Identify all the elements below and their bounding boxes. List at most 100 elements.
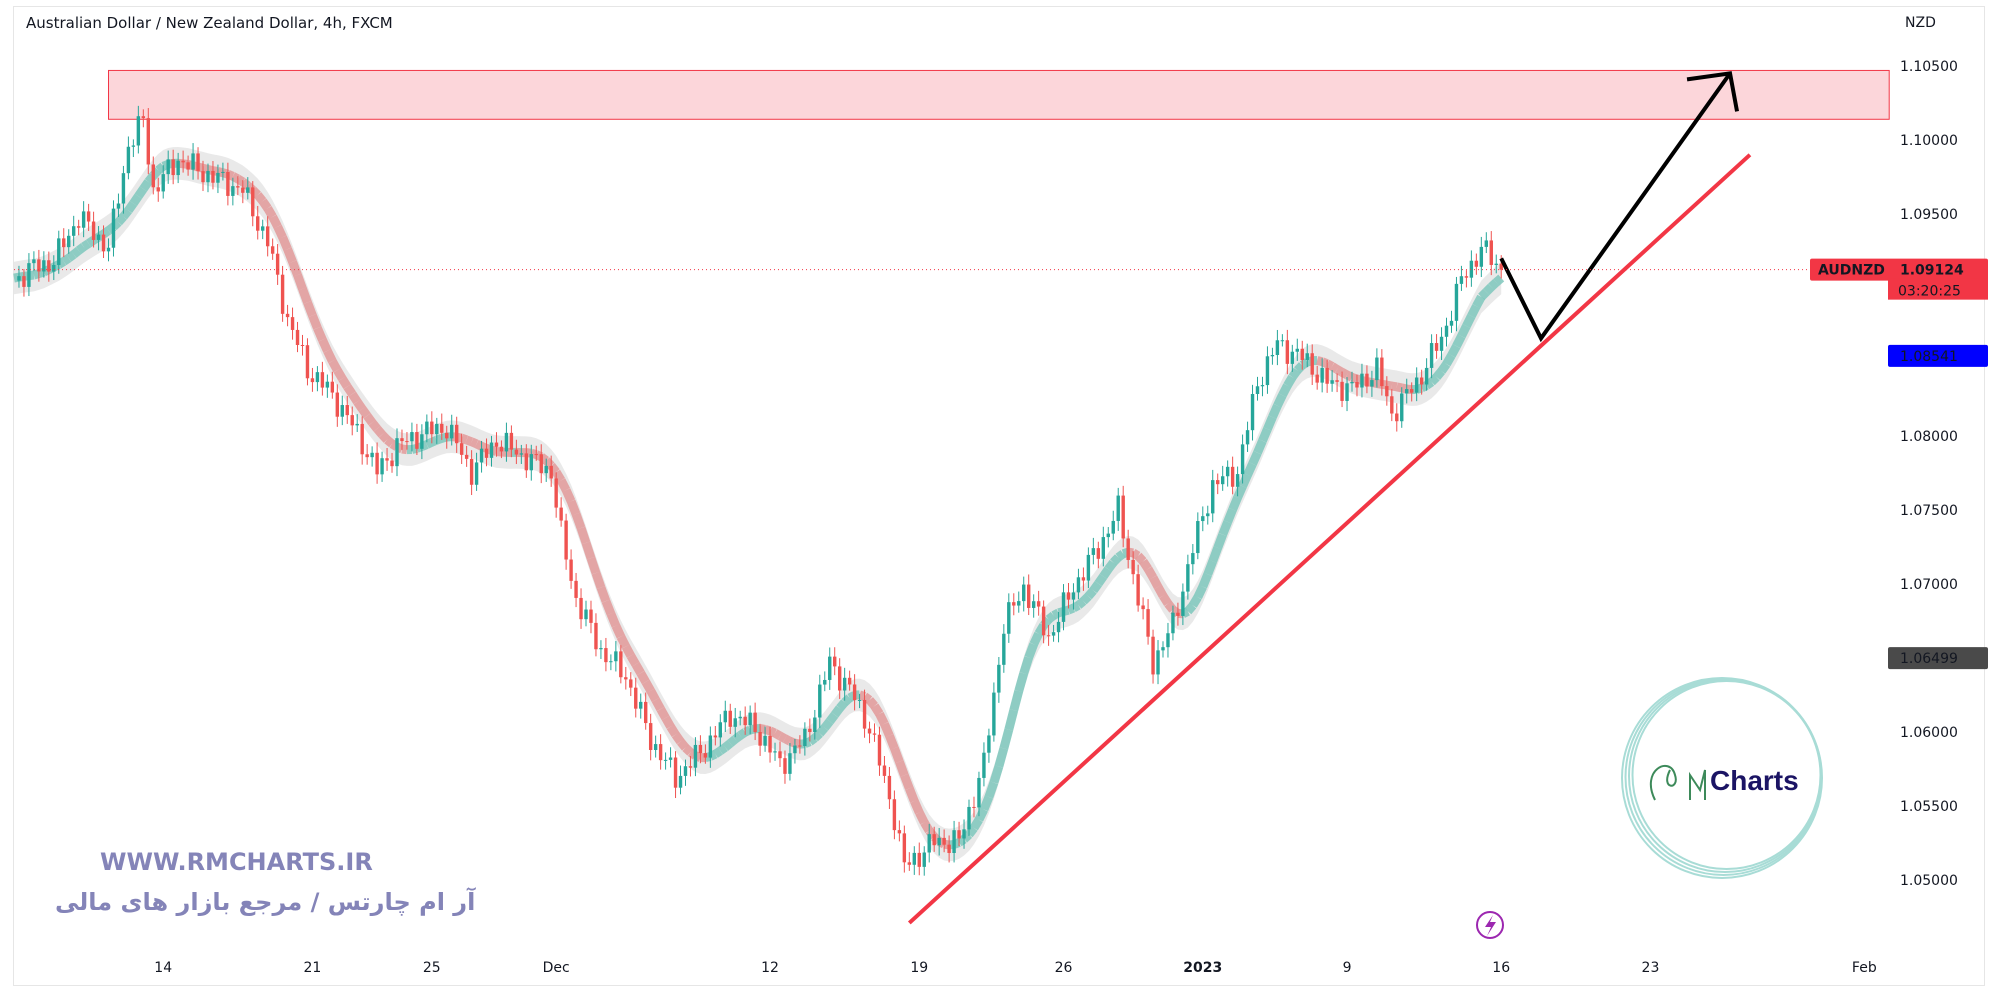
ma-segment (831, 705, 844, 718)
candle-body (1240, 444, 1245, 475)
ma-segment (358, 406, 371, 419)
candle-body (504, 432, 509, 452)
candle-body (1494, 263, 1498, 265)
ma-segment (816, 724, 829, 737)
candle-body (141, 116, 146, 119)
ma-segment (596, 585, 611, 603)
candle-body (57, 238, 61, 265)
ma-segment (1218, 520, 1232, 537)
ma-segment (1213, 532, 1227, 550)
candle-body (992, 692, 996, 736)
candle-body (435, 423, 439, 435)
price-marker-value: 1.06499 (1900, 651, 1958, 667)
ma-segment (1099, 566, 1112, 579)
candle-body (1370, 380, 1374, 387)
candle-body (1434, 343, 1439, 351)
ma-segment (1208, 546, 1222, 563)
candle-body (81, 211, 86, 228)
candle-body (1295, 348, 1299, 352)
candle-body (221, 171, 225, 173)
candle-body (445, 432, 449, 439)
candle-body (67, 235, 71, 248)
candle-body (798, 745, 802, 747)
ma-segment (273, 224, 287, 240)
candle-body (1459, 276, 1464, 284)
candle-body (1255, 386, 1260, 395)
candle-body (788, 753, 792, 774)
candle-body (181, 160, 185, 163)
ma-segment (254, 192, 267, 204)
ma-segment (1164, 600, 1177, 613)
ma-segment (1478, 288, 1490, 301)
candle-body (1350, 382, 1354, 384)
candle-body (947, 844, 951, 853)
trendline[interactable] (907, 153, 1752, 925)
ma-segment (278, 235, 292, 251)
candle-body (648, 723, 653, 750)
ma-segment (591, 571, 606, 589)
candle-body (37, 259, 41, 272)
ma-segment (979, 795, 994, 812)
candle-body (420, 434, 424, 449)
candle-body (837, 666, 842, 691)
ma-segment (1488, 279, 1500, 291)
ma-segment (1278, 383, 1292, 398)
candle-body (957, 830, 961, 839)
ma-segment (343, 384, 356, 397)
candle-body (310, 378, 315, 383)
ma-segment (298, 287, 312, 304)
candle-body (1419, 377, 1424, 385)
candle-body (584, 609, 588, 620)
candle-body (599, 648, 603, 650)
candle-body (1320, 367, 1324, 383)
ma-segment (1115, 550, 1126, 562)
candle-body (1275, 340, 1280, 355)
candle-body (982, 752, 986, 778)
candle-body (1161, 647, 1165, 651)
x-tick-label: 21 (304, 960, 322, 976)
currency-label: NZD (1905, 15, 1936, 31)
candle-body (1051, 632, 1056, 636)
candle-body (1479, 246, 1484, 267)
candle-body (808, 728, 812, 733)
candle-body (1444, 325, 1449, 337)
candle-body (818, 684, 822, 718)
ma-segment (353, 399, 366, 412)
ma-segment (1104, 559, 1117, 572)
ma-segment (86, 236, 97, 248)
x-tick-label: 26 (1055, 960, 1073, 976)
ma-segment (1345, 370, 1354, 382)
candle-body (71, 226, 76, 236)
ma-segment (671, 732, 685, 745)
ma-segment (1385, 380, 1393, 391)
candle-body (206, 170, 210, 183)
ma-segment (1184, 602, 1197, 615)
ma-segment (557, 478, 571, 493)
candle-body (256, 216, 260, 231)
projection-arrow[interactable] (1499, 72, 1732, 343)
candle-body (857, 699, 862, 701)
candle-body (370, 452, 374, 458)
x-tick-label: 9 (1343, 960, 1352, 976)
candle-body (325, 381, 330, 388)
candle-body (1340, 381, 1344, 401)
candle-body (330, 381, 335, 393)
candle-body (673, 757, 678, 788)
candle-body (280, 274, 285, 314)
ma-segment (763, 725, 772, 736)
supply-zone[interactable] (108, 69, 1890, 120)
lightning-glyph (1485, 915, 1496, 936)
candle-body (1489, 240, 1493, 265)
candle-body (385, 458, 389, 461)
candle-body (589, 609, 593, 623)
candle-body (350, 415, 354, 426)
ma-segment (1483, 283, 1495, 296)
candle-body (937, 837, 941, 846)
ma-segment (866, 697, 878, 709)
candle-body (1201, 516, 1205, 522)
candle-body (464, 454, 469, 459)
ma-segment (1149, 575, 1162, 589)
candle-body (927, 834, 931, 853)
ma-segment (606, 612, 621, 628)
